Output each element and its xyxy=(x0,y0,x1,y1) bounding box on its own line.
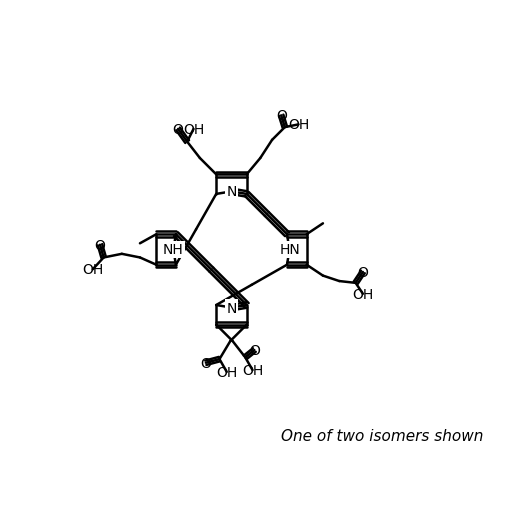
Text: HN: HN xyxy=(278,243,299,257)
Text: O: O xyxy=(200,356,211,370)
Text: O: O xyxy=(275,109,286,123)
Text: O: O xyxy=(248,344,259,357)
Text: O: O xyxy=(173,123,183,136)
Text: O: O xyxy=(94,238,105,252)
Text: OH: OH xyxy=(82,263,103,277)
Text: OH: OH xyxy=(216,365,237,379)
Text: One of two isomers shown: One of two isomers shown xyxy=(281,428,483,443)
Text: NH: NH xyxy=(163,243,183,257)
Text: O: O xyxy=(357,266,367,279)
Text: OH: OH xyxy=(241,363,263,377)
Text: N: N xyxy=(226,301,236,315)
Text: OH: OH xyxy=(183,123,204,136)
Text: OH: OH xyxy=(352,287,373,301)
Text: N: N xyxy=(226,185,236,199)
Text: OH: OH xyxy=(287,118,308,132)
